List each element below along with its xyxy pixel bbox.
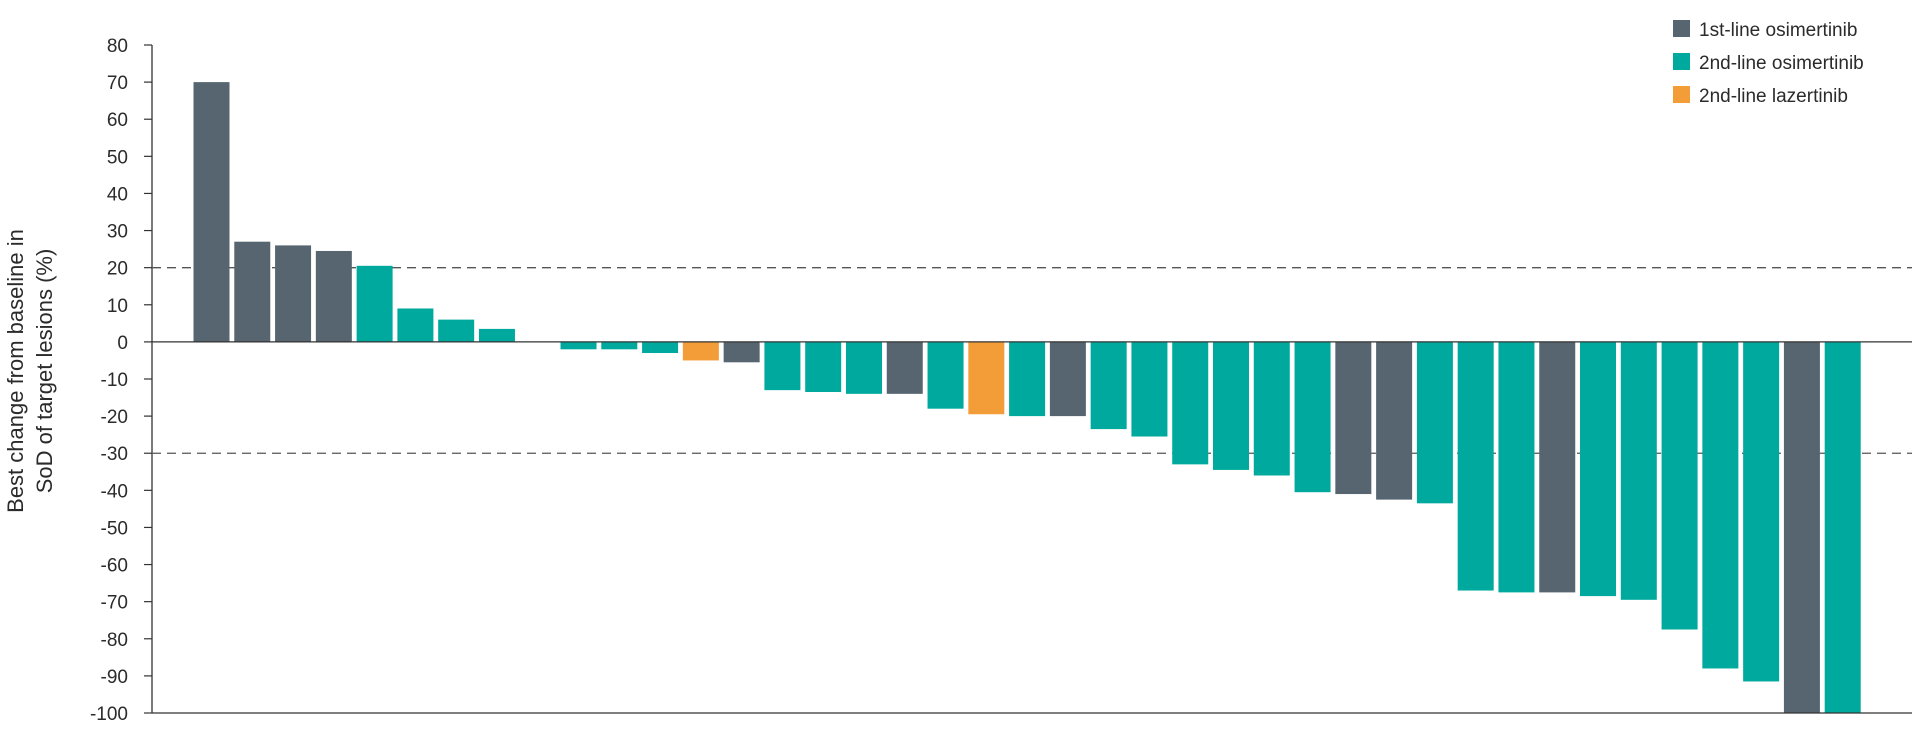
y-tick-label: -50 (101, 518, 128, 539)
bar (1213, 341, 1249, 470)
bar (356, 265, 393, 342)
legend-swatch (1673, 53, 1690, 70)
bar (886, 341, 923, 394)
bar (1824, 341, 1861, 713)
y-tick-label: 40 (107, 184, 128, 205)
bar (1539, 341, 1576, 593)
bar (1620, 341, 1657, 600)
bar (1743, 341, 1780, 682)
bar (601, 341, 638, 350)
bar (1376, 341, 1413, 500)
bar (968, 341, 1005, 415)
bar (478, 328, 515, 342)
y-axis-title-line: SoD of target lesions (%) (32, 249, 57, 494)
y-tick-label: 80 (107, 36, 128, 57)
bar (1253, 341, 1290, 476)
bar (1783, 341, 1820, 713)
bar (1661, 341, 1698, 630)
y-tick-label: 50 (107, 147, 128, 168)
bar (438, 319, 475, 342)
y-tick-label: 20 (107, 259, 128, 280)
y-axis-title: Best change from baseline in SoD of targe… (3, 229, 57, 513)
bar (1335, 341, 1372, 495)
legend: 1st-line osimertinib 2nd-line osimertinib… (1673, 20, 1864, 107)
y-tick-label: 60 (107, 110, 128, 131)
legend-label: 1st-line osimertinib (1699, 20, 1857, 41)
y-tick-label: -10 (101, 370, 128, 391)
bar (682, 341, 719, 361)
bar (927, 341, 964, 409)
y-axis: 80 70 60 50 40 30 20 10 0 -10 -20 -30 -40 -50 -60 -70 -8… (90, 36, 153, 725)
bar (845, 341, 882, 394)
bar (234, 241, 271, 342)
bar (642, 341, 679, 354)
y-tick-label: -70 (101, 593, 128, 614)
bar (805, 341, 842, 392)
y-tick-label: -90 (101, 667, 128, 688)
y-tick-label: 30 (107, 222, 128, 243)
bars (193, 82, 1861, 713)
bar (1702, 341, 1739, 669)
legend-label: 2nd-line lazertinib (1699, 86, 1848, 107)
bar (1131, 341, 1168, 437)
bar (723, 341, 760, 363)
y-tick-label: 0 (117, 333, 128, 354)
legend-swatch (1673, 86, 1690, 103)
bar (1498, 341, 1535, 593)
bar (397, 308, 434, 342)
y-tick-label: 70 (107, 73, 128, 94)
y-tick-label: -40 (101, 481, 128, 502)
bar (1090, 341, 1127, 430)
bar (1457, 341, 1494, 591)
y-tick-label: -60 (101, 556, 128, 577)
y-tick-label: 10 (107, 296, 128, 317)
bar (193, 82, 230, 342)
legend-swatch (1673, 20, 1690, 37)
bar (560, 341, 597, 350)
bar (764, 341, 801, 391)
x-axis (152, 341, 1912, 714)
reference-lines (152, 267, 1912, 454)
bar (1009, 341, 1046, 417)
y-tick-label: -80 (101, 630, 128, 651)
bar (1580, 341, 1617, 597)
y-tick-label: -20 (101, 407, 128, 428)
legend-label: 2nd-line osimertinib (1699, 53, 1864, 74)
bar (1294, 341, 1331, 493)
bar (315, 250, 352, 342)
bar (275, 245, 312, 342)
bar (1416, 341, 1453, 504)
y-tick-label: -100 (90, 704, 128, 725)
y-tick-label: -30 (101, 444, 128, 465)
bar (1049, 341, 1086, 417)
bar (1172, 341, 1209, 465)
y-axis-title-line: Best change from baseline in (3, 229, 28, 513)
